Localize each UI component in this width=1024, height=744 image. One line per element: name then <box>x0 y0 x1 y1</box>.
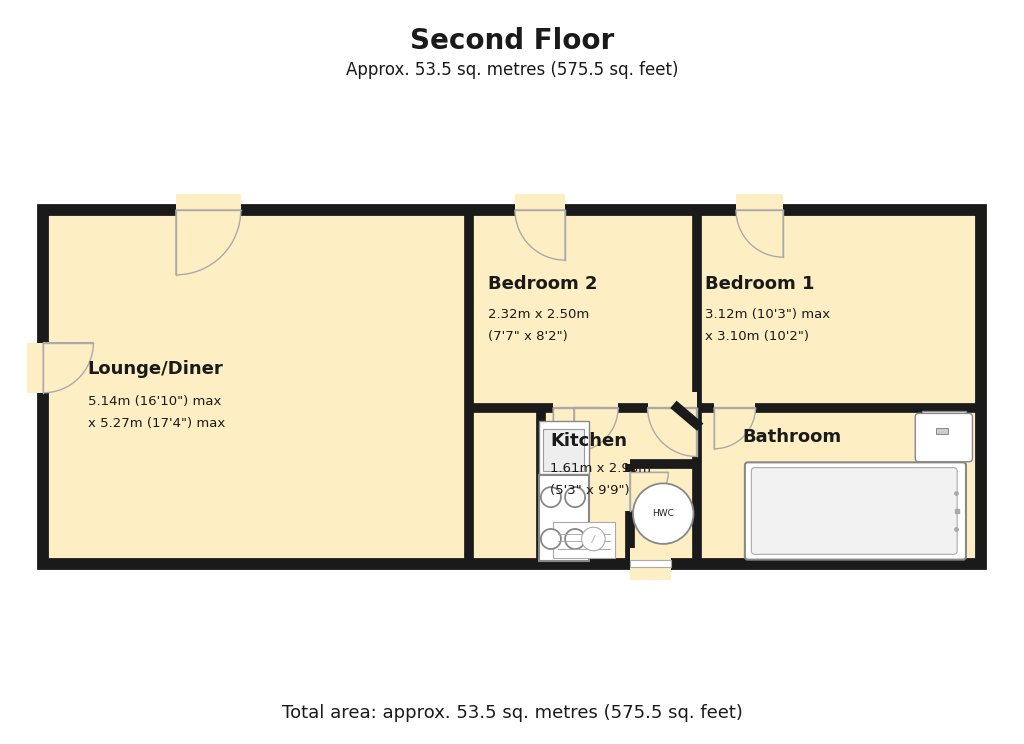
Wedge shape <box>43 343 93 393</box>
Text: Bedroom 1: Bedroom 1 <box>705 275 814 292</box>
Wedge shape <box>736 210 783 257</box>
Bar <box>647 391 696 423</box>
Wedge shape <box>630 472 669 510</box>
Circle shape <box>541 487 561 507</box>
Bar <box>553 522 615 558</box>
Text: Lounge/Diner: Lounge/Diner <box>87 360 223 378</box>
Text: Kitchen: Kitchen <box>550 432 628 450</box>
Bar <box>176 194 241 226</box>
Text: Bathroom: Bathroom <box>742 428 841 446</box>
Wedge shape <box>553 408 600 455</box>
Bar <box>539 421 589 474</box>
Bar <box>539 475 589 561</box>
Circle shape <box>582 527 605 551</box>
Text: Total area: approx. 53.5 sq. metres (575.5 sq. feet): Total area: approx. 53.5 sq. metres (575… <box>282 704 742 722</box>
Circle shape <box>565 529 585 549</box>
Bar <box>573 391 618 423</box>
Bar <box>714 391 756 423</box>
Text: (5'3" x 9'9"): (5'3" x 9'9") <box>550 484 630 496</box>
Wedge shape <box>515 210 565 260</box>
Bar <box>937 428 948 434</box>
Text: 5.14m (16'10") max: 5.14m (16'10") max <box>87 395 221 408</box>
Bar <box>736 194 783 226</box>
Text: (7'7" x 8'2"): (7'7" x 8'2") <box>488 330 568 343</box>
Bar <box>553 391 600 423</box>
Bar <box>614 472 646 510</box>
Wedge shape <box>573 408 618 452</box>
FancyBboxPatch shape <box>915 414 973 462</box>
Wedge shape <box>176 210 241 275</box>
Bar <box>515 194 565 226</box>
Text: HWC: HWC <box>652 509 674 518</box>
Circle shape <box>924 412 962 450</box>
Text: 1.61m x 2.98m: 1.61m x 2.98m <box>550 462 651 475</box>
Wedge shape <box>647 408 696 457</box>
Text: 3.12m (10'3") max: 3.12m (10'3") max <box>705 309 829 321</box>
Text: Second Floor: Second Floor <box>410 27 614 55</box>
Text: Approx. 53.5 sq. metres (575.5 sq. feet): Approx. 53.5 sq. metres (575.5 sq. feet) <box>346 61 678 79</box>
FancyBboxPatch shape <box>752 468 957 554</box>
Bar <box>630 559 671 567</box>
Bar <box>630 548 671 580</box>
FancyBboxPatch shape <box>744 462 966 559</box>
Circle shape <box>633 484 693 544</box>
Circle shape <box>541 529 561 549</box>
Text: x 3.10m (10'2"): x 3.10m (10'2") <box>705 330 809 343</box>
Text: 2.32m x 2.50m: 2.32m x 2.50m <box>488 309 590 321</box>
Wedge shape <box>714 408 756 449</box>
Bar <box>922 411 966 423</box>
Bar <box>544 429 584 471</box>
Text: x 5.27m (17'4") max: x 5.27m (17'4") max <box>87 417 224 430</box>
Text: Bedroom 2: Bedroom 2 <box>488 275 598 292</box>
Circle shape <box>565 487 585 507</box>
Bar <box>28 343 59 393</box>
